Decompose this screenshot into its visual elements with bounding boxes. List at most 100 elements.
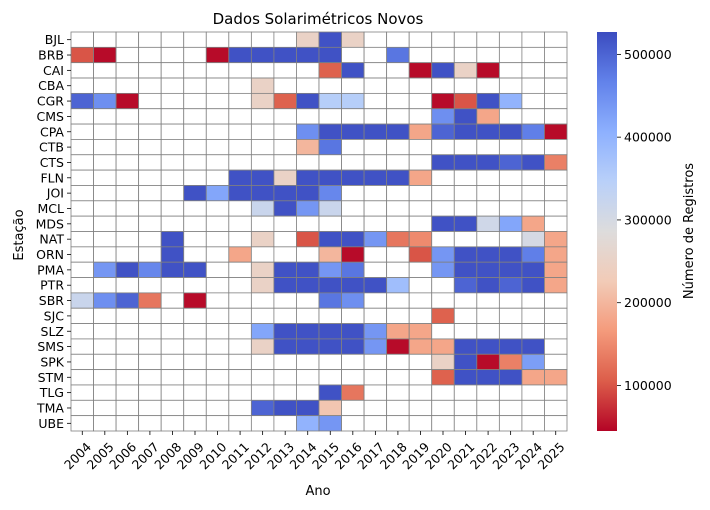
heatmap-cell: [431, 231, 455, 248]
heatmap-cell: [138, 31, 162, 48]
y-tick-label: MDS: [36, 216, 64, 231]
y-tick-label: BRB: [38, 48, 64, 63]
heatmap-cell: [341, 399, 365, 417]
heatmap-cell: [228, 62, 252, 79]
heatmap-cell: [318, 384, 342, 401]
heatmap-cell: [498, 415, 523, 432]
heatmap-cell: [431, 62, 455, 79]
heatmap-cell: [93, 77, 117, 94]
heatmap-cell: [408, 139, 433, 156]
heatmap-cell: [521, 200, 545, 217]
heatmap-cell: [318, 185, 342, 202]
heatmap-cell: [453, 123, 478, 140]
heatmap-cell: [70, 154, 94, 171]
y-tick-label: SJC: [44, 308, 65, 323]
heatmap-cell: [498, 261, 523, 278]
heatmap-cell: [70, 31, 94, 48]
heatmap-cell: [160, 169, 185, 186]
heatmap-cell: [115, 108, 140, 125]
heatmap-cell: [205, 77, 230, 94]
heatmap-cell: [250, 92, 275, 110]
heatmap-cell: [363, 384, 388, 401]
heatmap-cell: [431, 399, 455, 417]
heatmap-cell: [363, 323, 388, 340]
heatmap-cell: [205, 185, 230, 202]
heatmap-cell: [296, 31, 320, 48]
heatmap-cell: [341, 323, 365, 340]
heatmap-cell: [115, 46, 140, 64]
heatmap-cell: [521, 62, 545, 79]
heatmap-cell: [250, 77, 275, 94]
heatmap-cell: [228, 369, 252, 386]
heatmap-cell: [363, 399, 388, 417]
heatmap-cell: [183, 246, 207, 263]
heatmap-cell: [93, 292, 117, 309]
heatmap-cell: [250, 215, 275, 232]
heatmap-cell: [296, 62, 320, 79]
heatmap-cell: [408, 215, 433, 232]
heatmap-cell: [250, 353, 275, 371]
heatmap-cell: [386, 62, 410, 79]
heatmap-cell: [431, 31, 455, 48]
heatmap-cell: [476, 292, 500, 309]
heatmap-cell: [453, 277, 478, 294]
heatmap-cell: [115, 353, 140, 371]
heatmap-cell: [386, 261, 410, 278]
heatmap-cell: [228, 123, 252, 140]
heatmap-cell: [386, 277, 410, 294]
heatmap-cell: [498, 154, 523, 171]
heatmap-cell: [363, 185, 388, 202]
heatmap-cell: [431, 277, 455, 294]
heatmap-cell: [250, 169, 275, 186]
heatmap-cell: [183, 185, 207, 202]
heatmap-cell: [160, 185, 185, 202]
heatmap-cell: [273, 62, 297, 79]
heatmap-cell: [498, 92, 523, 110]
heatmap-cell: [408, 369, 433, 386]
heatmap-cell: [498, 185, 523, 202]
heatmap-cell: [386, 77, 410, 94]
heatmap-cell: [544, 108, 568, 125]
y-tick-label: CBA: [38, 78, 64, 93]
heatmap-cell: [544, 415, 568, 432]
heatmap-cell: [363, 169, 388, 186]
heatmap-cell: [341, 123, 365, 140]
heatmap-cell: [341, 384, 365, 401]
heatmap-cell: [318, 77, 342, 94]
heatmap-cell: [115, 77, 140, 94]
heatmap-cell: [521, 338, 545, 355]
x-tick-label: 2025: [535, 439, 568, 472]
heatmap-cell: [183, 108, 207, 125]
heatmap-cell: [160, 399, 185, 417]
heatmap-cell: [115, 338, 140, 355]
heatmap-cell: [160, 277, 185, 294]
heatmap-cell: [476, 46, 500, 64]
heatmap-cell: [521, 123, 545, 140]
heatmap-cell: [93, 307, 117, 324]
heatmap-cell: [205, 277, 230, 294]
heatmap-cell: [273, 369, 297, 386]
heatmap-cell: [408, 415, 433, 432]
heatmap-cell: [228, 384, 252, 401]
heatmap-cell: [296, 123, 320, 140]
heatmap-cell: [341, 307, 365, 324]
heatmap-cell: [431, 200, 455, 217]
heatmap-cell: [296, 108, 320, 125]
heatmap-cell: [183, 123, 207, 140]
heatmap-cell: [476, 323, 500, 340]
heatmap-cell: [205, 200, 230, 217]
heatmap-cell: [93, 399, 117, 417]
y-tick-label: CTS: [40, 155, 64, 170]
heatmap-cell: [273, 415, 297, 432]
heatmap-cell: [160, 415, 185, 432]
heatmap-cell: [408, 399, 433, 417]
heatmap-cell: [296, 92, 320, 110]
heatmap-cell: [138, 185, 162, 202]
heatmap-cell: [363, 62, 388, 79]
heatmap-cell: [273, 323, 297, 340]
heatmap-cell: [544, 46, 568, 64]
heatmap-cell: [476, 353, 500, 371]
heatmap-cell: [453, 261, 478, 278]
heatmap-cell: [318, 46, 342, 64]
heatmap-cell: [318, 323, 342, 340]
